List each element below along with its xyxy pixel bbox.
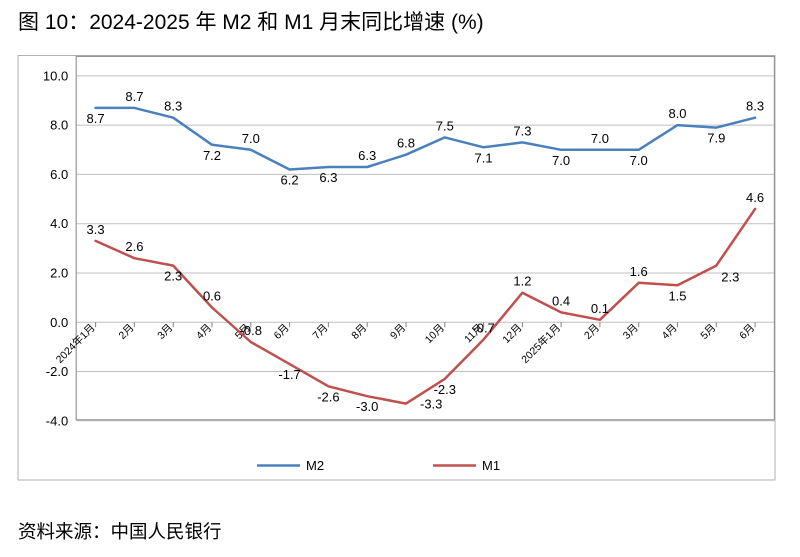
svg-text:2.3: 2.3 — [721, 270, 739, 285]
svg-text:3月: 3月 — [155, 322, 175, 342]
svg-text:5月: 5月 — [698, 322, 718, 342]
svg-text:-0.8: -0.8 — [240, 323, 262, 338]
svg-text:7月: 7月 — [310, 322, 330, 342]
svg-text:2.0: 2.0 — [50, 266, 68, 281]
svg-text:7.1: 7.1 — [475, 150, 493, 165]
svg-text:10.0: 10.0 — [43, 68, 68, 83]
svg-text:4月: 4月 — [194, 322, 214, 342]
svg-text:6.8: 6.8 — [397, 136, 415, 151]
svg-text:2月: 2月 — [116, 322, 136, 342]
svg-text:-4.0: -4.0 — [46, 413, 68, 428]
svg-text:7.9: 7.9 — [707, 131, 725, 146]
svg-text:12月: 12月 — [500, 322, 524, 346]
svg-text:7.0: 7.0 — [591, 131, 609, 146]
svg-text:4.0: 4.0 — [50, 216, 68, 231]
svg-text:8.3: 8.3 — [164, 99, 182, 114]
svg-text:8月: 8月 — [349, 322, 369, 342]
svg-text:10月: 10月 — [423, 322, 447, 346]
svg-text:0.1: 0.1 — [591, 301, 609, 316]
svg-text:4.6: 4.6 — [746, 190, 764, 205]
svg-text:1.6: 1.6 — [630, 264, 648, 279]
svg-text:6月: 6月 — [272, 322, 292, 342]
svg-text:8.7: 8.7 — [125, 89, 143, 104]
svg-text:6.3: 6.3 — [358, 148, 376, 163]
svg-text:6.0: 6.0 — [50, 167, 68, 182]
svg-text:0.0: 0.0 — [50, 315, 68, 330]
svg-text:6.3: 6.3 — [319, 170, 337, 185]
svg-text:3月: 3月 — [621, 322, 641, 342]
svg-text:0.4: 0.4 — [552, 293, 570, 308]
svg-text:2月: 2月 — [582, 322, 602, 342]
svg-text:7.3: 7.3 — [513, 123, 531, 138]
svg-text:1.2: 1.2 — [513, 274, 531, 289]
svg-text:-2.3: -2.3 — [434, 382, 456, 397]
svg-text:-1.7: -1.7 — [278, 367, 300, 382]
svg-text:6月: 6月 — [737, 322, 757, 342]
svg-text:7.5: 7.5 — [436, 118, 454, 133]
svg-text:3.3: 3.3 — [87, 222, 105, 237]
svg-text:0.6: 0.6 — [203, 289, 221, 304]
svg-text:4月: 4月 — [660, 322, 680, 342]
svg-text:6.2: 6.2 — [281, 173, 299, 188]
svg-text:8.0: 8.0 — [50, 118, 68, 133]
svg-text:2.6: 2.6 — [125, 239, 143, 254]
svg-text:7.0: 7.0 — [630, 153, 648, 168]
svg-text:2025年1月: 2025年1月 — [519, 321, 564, 366]
svg-text:M1: M1 — [482, 458, 500, 473]
svg-text:8.0: 8.0 — [668, 106, 686, 121]
svg-text:-2.6: -2.6 — [317, 389, 339, 404]
svg-text:9月: 9月 — [388, 322, 408, 342]
svg-text:7.0: 7.0 — [552, 153, 570, 168]
svg-text:-3.0: -3.0 — [356, 399, 378, 414]
svg-text:-0.7: -0.7 — [472, 321, 494, 336]
svg-text:7.2: 7.2 — [203, 148, 221, 163]
svg-text:M2: M2 — [306, 458, 324, 473]
svg-text:7.0: 7.0 — [242, 131, 260, 146]
svg-text:-3.3: -3.3 — [420, 397, 442, 412]
svg-text:2.3: 2.3 — [164, 269, 182, 284]
svg-text:-2.0: -2.0 — [46, 364, 68, 379]
svg-text:8.3: 8.3 — [746, 99, 764, 114]
svg-text:8.7: 8.7 — [87, 111, 105, 126]
svg-text:1.5: 1.5 — [668, 288, 686, 303]
